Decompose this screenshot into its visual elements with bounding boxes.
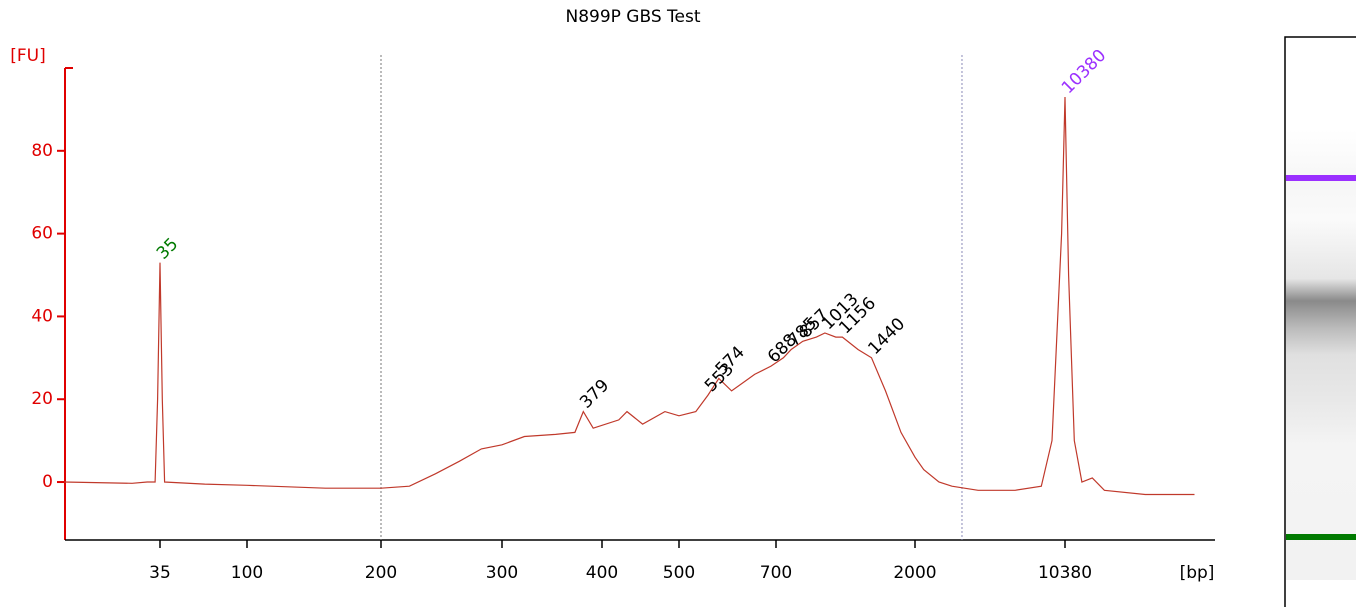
- x-tick-label: 700: [760, 563, 792, 583]
- gel-image: [1284, 36, 1356, 607]
- x-axis-label: [bp]: [1180, 563, 1215, 583]
- x-tick-label: 10380: [1038, 563, 1092, 583]
- peak-label: 379: [576, 376, 613, 413]
- x-tick-label: 100: [231, 563, 263, 583]
- chart-title: N899P GBS Test: [565, 7, 700, 27]
- x-tick-label: 35: [149, 563, 171, 583]
- y-tick-label: 20: [31, 389, 53, 409]
- peak-label: 10380: [1058, 46, 1110, 98]
- peak-label: 35: [153, 234, 182, 263]
- trace: [64, 96, 1195, 496]
- y-tick-label: 80: [31, 141, 53, 161]
- y-tick-label: 60: [31, 224, 53, 244]
- y-tick-label: 0: [42, 472, 53, 492]
- x-tick-label: 2000: [893, 563, 936, 583]
- x-tick-label: 500: [663, 563, 695, 583]
- y-axis-label: [FU]: [10, 46, 46, 66]
- peak-label: 1440: [864, 314, 909, 359]
- x-tick-label: 200: [365, 563, 397, 583]
- y-tick-label: 40: [31, 306, 53, 326]
- x-tick-label: 400: [586, 563, 618, 583]
- x-tick-label: 300: [486, 563, 518, 583]
